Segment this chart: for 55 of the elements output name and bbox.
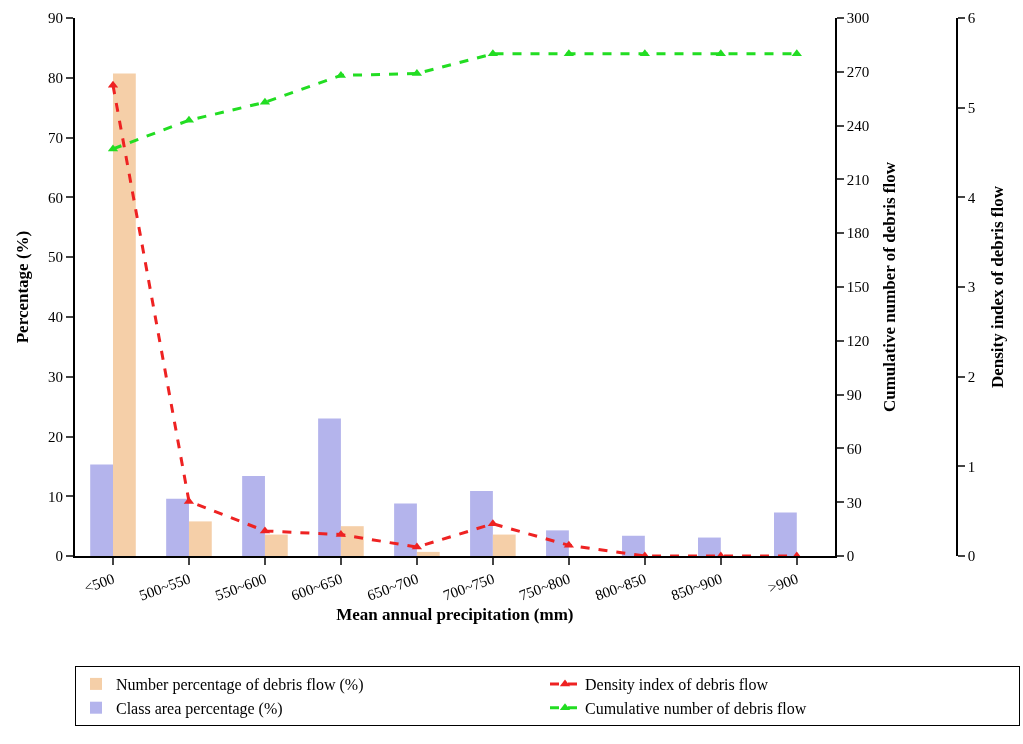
x-axis-title: Mean annual precipitation (mm) <box>336 604 574 624</box>
y-tick-label: 30 <box>48 368 63 385</box>
bar <box>90 464 113 557</box>
bar <box>318 418 341 557</box>
y3-tick-label: 1 <box>967 458 976 475</box>
y-axis-title: Percentage (%) <box>13 230 33 344</box>
legend-label: Density index of debris flow <box>585 676 769 695</box>
y2-axis-title: Cumulative number of debris flow <box>880 161 900 413</box>
y2-tick-label: 300 <box>846 10 870 27</box>
bar <box>416 551 440 557</box>
y-tick-label: 60 <box>48 189 63 206</box>
bar <box>166 498 189 557</box>
y-tick-label: 10 <box>48 488 63 505</box>
bar <box>470 490 493 557</box>
bar <box>774 512 797 557</box>
y2-tick-label: 210 <box>846 171 870 188</box>
x-tick-label: <500 <box>82 570 117 597</box>
bar <box>546 530 569 557</box>
bar <box>622 535 645 557</box>
y3-tick-label: 4 <box>967 189 976 206</box>
bar <box>112 73 136 557</box>
y2-tick-label: 150 <box>846 279 870 296</box>
bar <box>340 526 364 557</box>
y3-tick-label: 6 <box>967 10 976 27</box>
bar <box>492 534 516 557</box>
legend-label: Cumulative number of debris flow <box>585 699 807 717</box>
y2-tick-label: 30 <box>846 494 862 511</box>
y2-tick-label: 120 <box>846 333 870 350</box>
y2-tick-label: 180 <box>846 225 870 242</box>
y-tick-label: 80 <box>48 70 63 87</box>
y2-tick-label: 270 <box>846 64 870 81</box>
legend-label: Class area percentage (%) <box>116 699 283 718</box>
y2-tick-label: 60 <box>846 440 862 457</box>
y2-tick-label: 0 <box>846 548 855 565</box>
bar <box>394 503 417 557</box>
bar <box>242 475 265 557</box>
y-tick-label: 0 <box>55 548 63 565</box>
y3-axis-title: Density index of debris flow <box>987 185 1007 389</box>
y3-tick-label: 2 <box>967 368 976 385</box>
bar <box>264 534 288 557</box>
y-tick-label: 40 <box>48 309 63 326</box>
point <box>791 49 802 57</box>
bar <box>698 537 721 557</box>
y3-tick-label: 0 <box>967 548 976 565</box>
bar <box>188 521 212 557</box>
y2-tick-label: 240 <box>846 117 870 134</box>
y3-tick-label: 3 <box>967 279 976 296</box>
y-tick-label: 70 <box>48 129 63 146</box>
legend-label: Number percentage of debris flow (%) <box>116 676 364 695</box>
y3-tick-label: 5 <box>967 99 976 116</box>
y-tick-label: 90 <box>48 10 63 27</box>
y2-tick-label: 90 <box>846 386 862 403</box>
y-tick-label: 50 <box>48 249 63 266</box>
x-tick-label: >900 <box>765 570 801 597</box>
y-tick-label: 20 <box>48 428 63 445</box>
